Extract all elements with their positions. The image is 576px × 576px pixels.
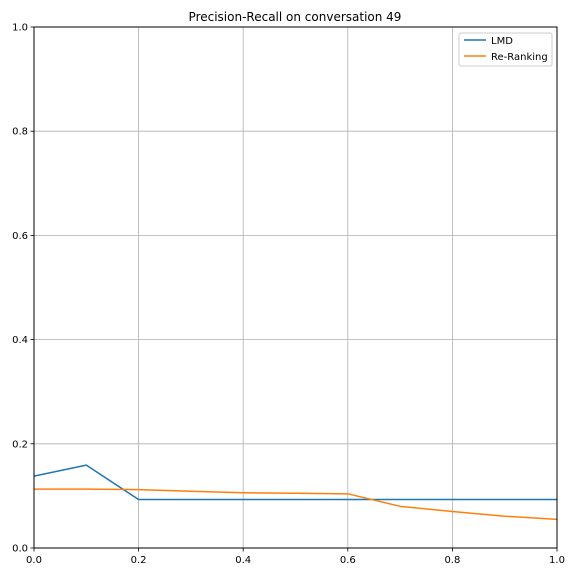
x-tick-label: 0.0 [26,555,42,566]
chart-title: Precision-Recall on conversation 49 [189,10,402,24]
plot-area-frame [33,26,558,549]
legend: LMD Re-Ranking [458,32,553,67]
x-tick-label: 0.4 [235,555,251,566]
axis-ticks: 0.0 0.2 0.4 0.6 0.8 1.0 0.0 0.2 0.4 0.6 0.8 1.0 [12,23,565,567]
series-line-lmd [33,464,557,501]
y-tick-label: 0.4 [12,335,28,346]
y-tick-label: 0.2 [12,439,28,450]
y-tick-label: 1.0 [12,23,28,34]
legend-label-re-ranking: Re-Ranking [491,52,548,63]
x-tick-label: 0.2 [131,555,147,566]
series-lines [33,464,558,521]
legend-label-lmd: LMD [491,36,513,47]
y-tick-label: 0.6 [12,231,28,242]
y-tick-label: 0.8 [12,127,28,138]
grid-lines [33,26,558,549]
legend-box [458,32,553,67]
x-tick-label: 0.8 [444,555,460,566]
x-tick-label: 0.6 [340,555,356,566]
series-line-re-ranking [34,488,558,521]
x-tick-label: 1.0 [549,555,565,566]
y-tick-label: 0.0 [12,544,28,555]
